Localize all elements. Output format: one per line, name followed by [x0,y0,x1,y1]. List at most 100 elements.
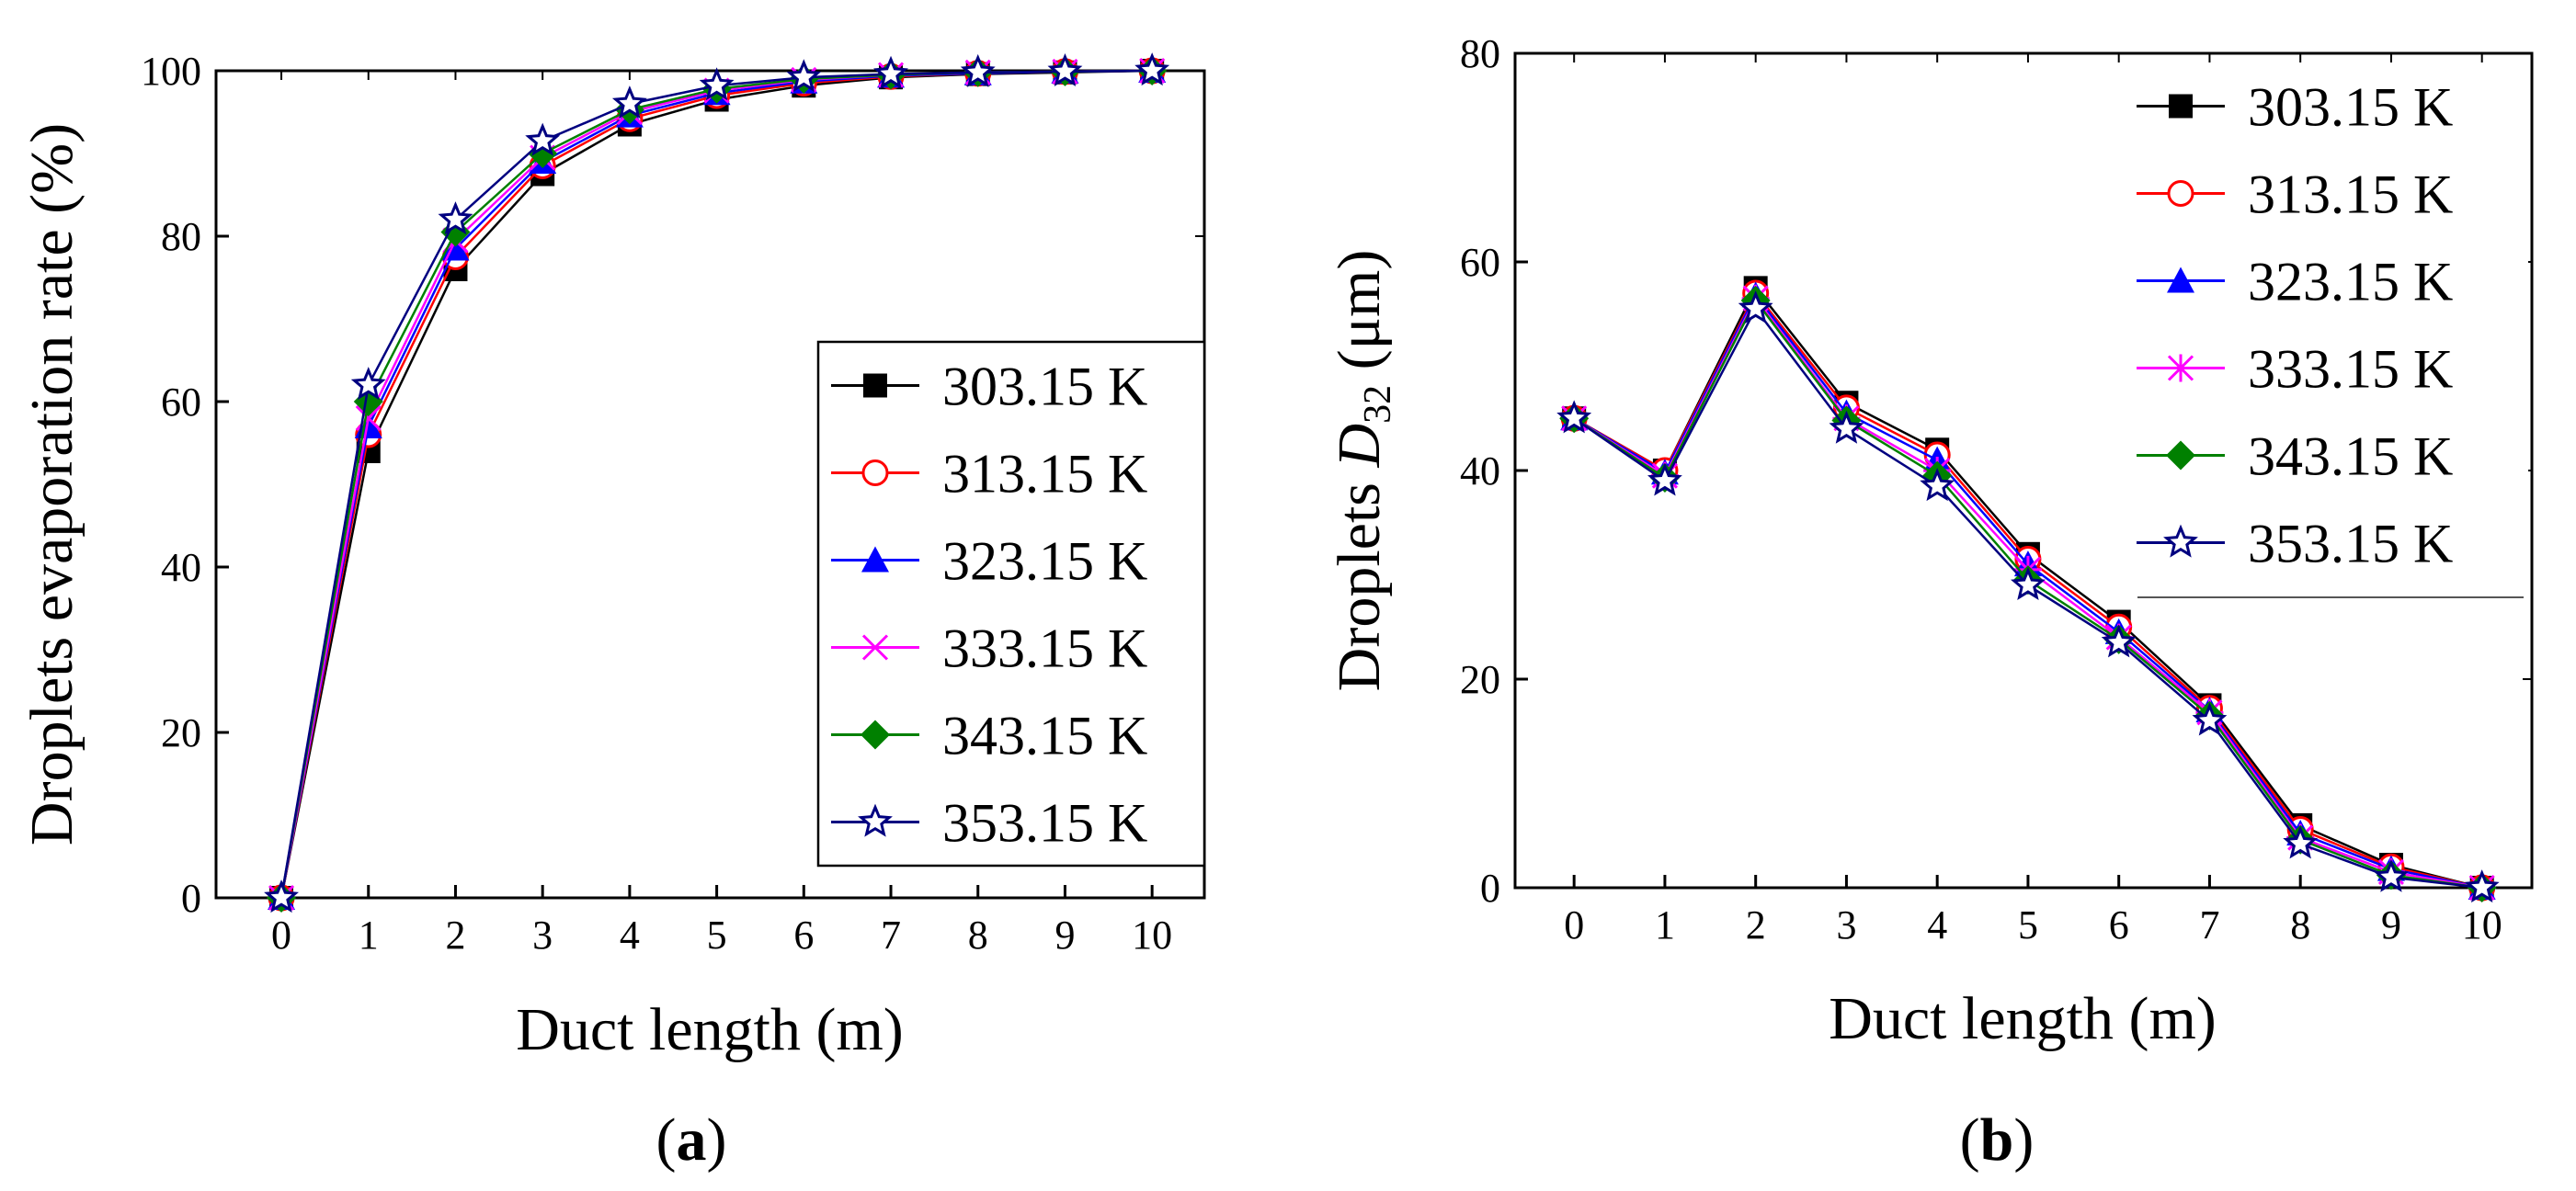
legend-marker-a [863,373,887,398]
y-tick-label-b: 20 [1460,657,1500,702]
data-point-b [2192,702,2228,736]
legend-item-a: 333.15 K [831,618,1147,679]
ticks-b: 0 1 2 3 4 5 6 7 8 9 10 0 20 40 60 80 [1460,31,2532,947]
x-tick-label-a: 3 [532,913,553,958]
series-group-b [1556,276,2500,903]
panel-b: 0 1 2 3 4 5 6 7 8 9 10 0 20 40 60 80 Duct length (m) Dr… [1326,31,2534,1174]
legend-marker-b [2167,354,2194,382]
legend-items-a: 303.15 K 313.15 K 323.15 K 333.15 K 343.15 K… [831,357,1147,854]
y-tick-label-a: 80 [161,214,201,259]
y-tick-label-a: 0 [181,876,201,921]
x-tick-label-a: 6 [793,913,814,958]
x-tick-label-a: 7 [881,913,901,958]
caption-a-close: ) [707,1106,727,1174]
y-tick-label-a: 60 [161,380,201,425]
legend-marker-a [861,634,889,661]
x-tick-label-a: 9 [1054,913,1075,958]
data-point-a [786,59,822,93]
data-point-b [2283,825,2319,859]
legend-box-a [816,340,1206,868]
x-tick-label-b: 1 [1655,902,1675,947]
y-tick-label-a: 100 [141,49,201,94]
legend-a: 303.15 K 313.15 K 323.15 K 333.15 K 343.15 K… [816,340,1206,868]
data-point-a [611,85,647,119]
data-point-a [699,67,735,101]
legend-item-a: 323.15 K [831,531,1147,592]
caption-b-close: ) [2013,1106,2034,1174]
legend-marker-b [2167,267,2194,293]
legend-item-b: 353.15 K [2137,514,2453,574]
legend-item-b: 323.15 K [2137,252,2453,312]
series-b-353-15-K [1556,290,2500,903]
y-axis-title-b-unit: (μm) [1326,250,1393,385]
caption-b: (b) [1960,1106,2035,1174]
y-tick-label-b: 80 [1460,31,1500,76]
x-tick-label-a: 4 [620,913,640,958]
y-tick-label-b: 40 [1460,448,1500,493]
data-point-b [2464,869,2500,903]
legend-item-b: 343.15 K [2137,426,2453,487]
data-point-b [2011,566,2046,600]
data-point-b [1556,400,1592,434]
y-axis-title-b-subscript: 32 [1357,385,1399,424]
legend-item-a: 313.15 K [831,444,1147,505]
legend-item-b: 303.15 K [2137,77,2453,138]
x-tick-label-b: 7 [2199,902,2219,947]
x-tick-label-b: 2 [1746,902,1766,947]
legend-label-a: 323.15 K [942,531,1147,592]
x-axis-title-a: Duct length (m) [516,996,904,1063]
legend-marker-a [861,546,889,573]
legend-marker-b [2166,440,2195,471]
caption-b-letter: b [1980,1106,2014,1174]
x-tick-label-b: 4 [1927,902,1947,947]
y-axis-title-b: Droplets D32 (μm) [1326,250,1399,692]
series-a-353-15-K [264,52,1170,913]
y-axis-title-b-symbol: D [1326,424,1393,469]
legend-label-b: 303.15 K [2248,77,2453,138]
legend-label-b: 333.15 K [2248,339,2453,400]
caption-b-open: ( [1960,1106,1980,1174]
legend-item-b: 313.15 K [2137,164,2453,225]
legend-items-b: 303.15 K 313.15 K 323.15 K 333.15 K 343.15 K… [2137,77,2453,574]
y-axis-title-a: Droplets evaporation rate (%) [18,123,85,845]
legend-marker-a [861,459,889,486]
y-tick-label-a: 20 [161,710,201,755]
x-tick-label-b: 10 [2462,902,2502,947]
x-axis-title-b: Duct length (m) [1829,985,2217,1052]
data-point-b [1829,410,1864,444]
data-point-a [873,55,908,89]
y-tick-label-b: 0 [1480,866,1500,911]
caption-a-letter: a [677,1106,707,1174]
x-tick-label-a: 2 [445,913,465,958]
y-axis-title-b-prefix: Droplets [1326,468,1393,692]
caption-a-open: ( [656,1106,677,1174]
legend-box-b [2124,62,2528,586]
data-point-b [1738,290,1773,324]
legend-marker-b [2169,94,2193,119]
x-tick-label-a: 10 [1132,913,1172,958]
data-point-b [2374,858,2409,892]
legend-label-a: 303.15 K [942,357,1147,417]
data-point-a [350,367,386,401]
x-tick-label-b: 9 [2381,902,2401,947]
legend-item-b: 333.15 K [2137,339,2453,400]
legend-marker-a [861,720,890,750]
x-tick-label-b: 5 [2018,902,2038,947]
legend-item-a: 353.15 K [831,793,1147,854]
x-tick-label-b: 0 [1564,902,1584,947]
y-tick-label-b: 60 [1460,240,1500,285]
legend-item-a: 303.15 K [831,357,1147,417]
data-point-a [264,879,299,913]
x-tick-label-a: 0 [271,913,291,958]
legend-b: 303.15 K 313.15 K 323.15 K 333.15 K 343.15 K… [2124,62,2528,598]
data-point-a [1047,52,1083,86]
data-point-a [1134,52,1170,86]
series-group-a [264,52,1170,913]
legend-marker-b [2163,524,2198,558]
data-point-b [1920,468,1955,502]
legend-marker-b [2167,180,2194,207]
legend-item-a: 343.15 K [831,706,1147,766]
x-tick-label-a: 5 [707,913,727,958]
